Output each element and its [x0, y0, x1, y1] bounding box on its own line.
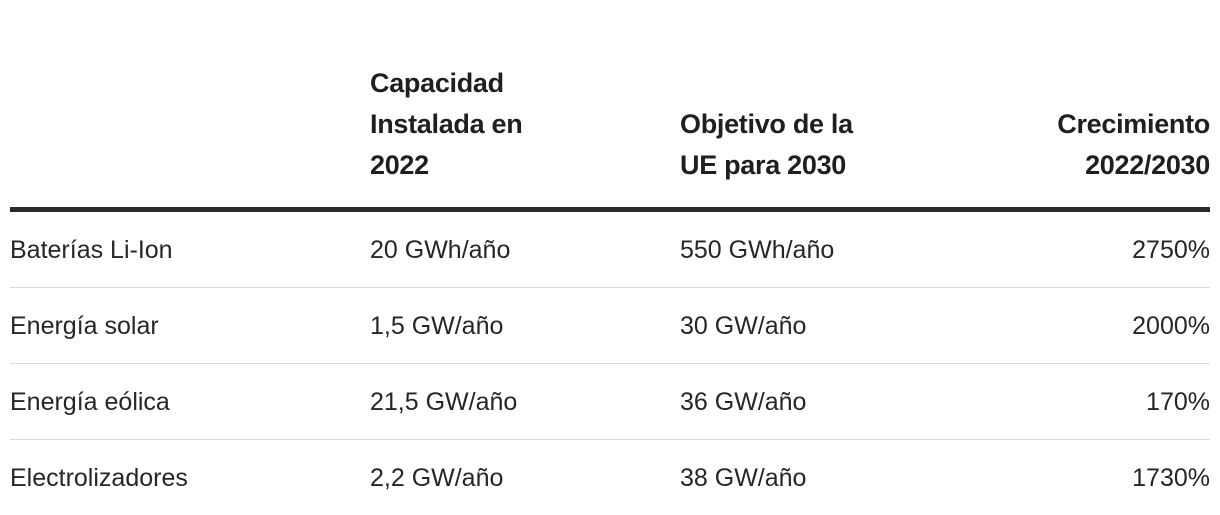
cell-capacity-2022: 20 GWh/año [370, 210, 680, 288]
header-technology [10, 0, 370, 210]
header-growth-label: Crecimiento 2022/2030 [1020, 104, 1210, 186]
cell-capacity-2022: 1,5 GW/año [370, 288, 680, 364]
cell-target-2030: 550 GWh/año [680, 210, 1010, 288]
capacity-table: Capacidad Instalada en 2022 Objetivo de … [10, 0, 1210, 515]
table-body: Baterías Li-Ion 20 GWh/año 550 GWh/año 2… [10, 210, 1210, 515]
capacity-table-container: Capacidad Instalada en 2022 Objetivo de … [10, 0, 1210, 504]
cell-technology: Baterías Li-Ion [10, 210, 370, 288]
table-header: Capacidad Instalada en 2022 Objetivo de … [10, 0, 1210, 210]
table-row: Energía solar 1,5 GW/año 30 GW/año 2000% [10, 288, 1210, 364]
cell-target-2030: 36 GW/año [680, 364, 1010, 440]
header-target-2030: Objetivo de la UE para 2030 [680, 0, 1010, 210]
cell-technology: Energía solar [10, 288, 370, 364]
cell-growth: 170% [1010, 364, 1210, 440]
cell-growth: 2000% [1010, 288, 1210, 364]
header-target-2030-label: Objetivo de la UE para 2030 [680, 104, 890, 186]
header-row: Capacidad Instalada en 2022 Objetivo de … [10, 0, 1210, 210]
header-growth: Crecimiento 2022/2030 [1010, 0, 1210, 210]
table-row: Energía eólica 21,5 GW/año 36 GW/año 170… [10, 364, 1210, 440]
cell-target-2030: 30 GW/año [680, 288, 1010, 364]
header-capacity-2022: Capacidad Instalada en 2022 [370, 0, 680, 210]
cell-capacity-2022: 21,5 GW/año [370, 364, 680, 440]
table-row: Baterías Li-Ion 20 GWh/año 550 GWh/año 2… [10, 210, 1210, 288]
cell-growth: 2750% [1010, 210, 1210, 288]
header-capacity-2022-label: Capacidad Instalada en 2022 [370, 63, 560, 186]
cell-technology: Energía eólica [10, 364, 370, 440]
